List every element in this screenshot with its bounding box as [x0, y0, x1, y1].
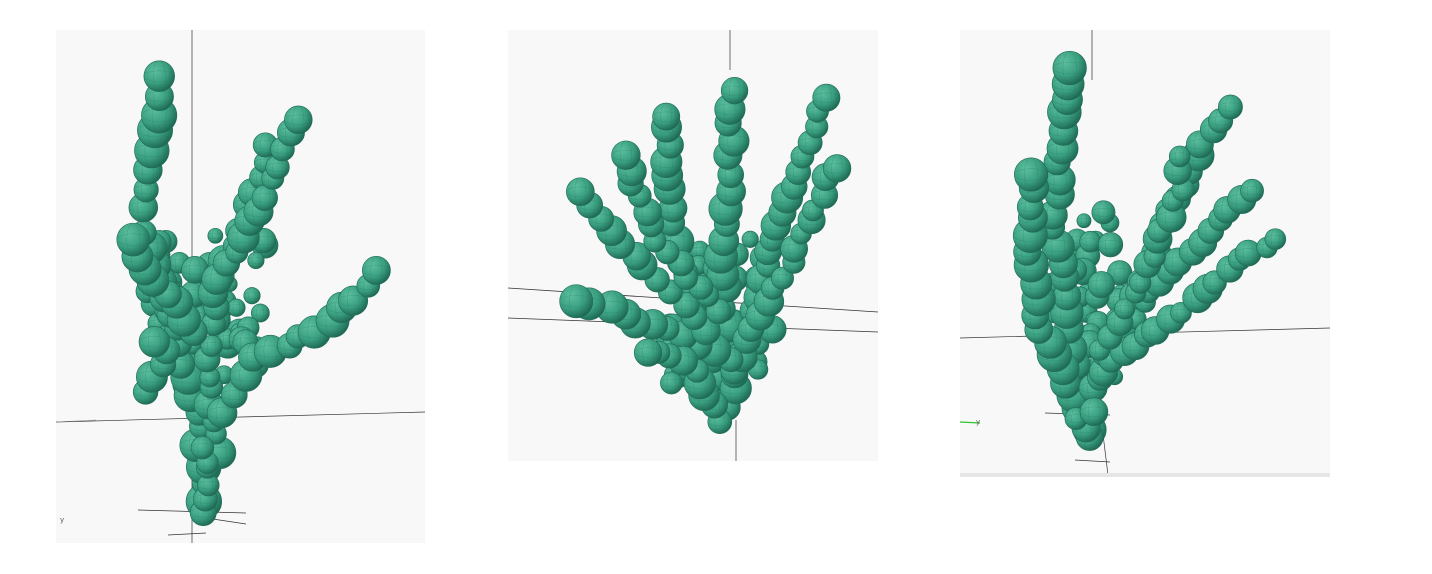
sphere [611, 140, 641, 170]
axis-y-label: y [60, 516, 65, 524]
sphere [822, 154, 852, 183]
axis-line [1074, 459, 1111, 463]
sphere [720, 76, 749, 105]
sphere [284, 105, 313, 134]
sphere [660, 371, 683, 395]
axis-line [167, 532, 207, 536]
sphere [1097, 232, 1124, 258]
sphere [1076, 213, 1092, 229]
sphere [1168, 145, 1191, 168]
sphere [1079, 230, 1101, 253]
sphere [200, 334, 223, 358]
sphere [227, 298, 246, 317]
sphere [1234, 239, 1262, 267]
sphere [1114, 298, 1136, 320]
axis-line [56, 411, 425, 423]
sphere [1091, 200, 1116, 225]
sphere [1217, 94, 1243, 120]
sphere [1052, 50, 1087, 86]
sphere [1014, 157, 1049, 192]
axis-line [56, 419, 97, 423]
axis-line [960, 421, 981, 424]
sphere [116, 222, 151, 257]
sphere [138, 326, 170, 358]
sphere [1079, 397, 1109, 427]
sphere [243, 287, 261, 305]
render-canvas-top-oblique[interactable] [508, 30, 878, 461]
sphere [741, 230, 759, 248]
sphere [812, 83, 841, 112]
sphere [190, 435, 215, 460]
sphere [566, 177, 595, 207]
sphere [559, 284, 594, 319]
render-canvas-side[interactable] [960, 30, 1330, 477]
sphere [652, 102, 681, 131]
render-canvas-front[interactable] [56, 30, 425, 543]
sphere [1264, 228, 1287, 250]
sphere [633, 338, 663, 367]
axis-y-label: y [976, 418, 981, 426]
sphere [197, 473, 220, 497]
sphere [247, 251, 265, 270]
status-strip [960, 473, 1330, 477]
sphere [1087, 271, 1115, 299]
viewport-front[interactable]: y [56, 30, 425, 543]
sphere [770, 266, 794, 290]
sphere [1240, 178, 1264, 203]
viewport-side[interactable]: y [960, 30, 1330, 477]
sphere [250, 303, 270, 323]
sphere [143, 60, 175, 92]
viewport-top-oblique[interactable] [508, 30, 878, 461]
sphere [361, 256, 391, 285]
sphere [207, 227, 224, 244]
